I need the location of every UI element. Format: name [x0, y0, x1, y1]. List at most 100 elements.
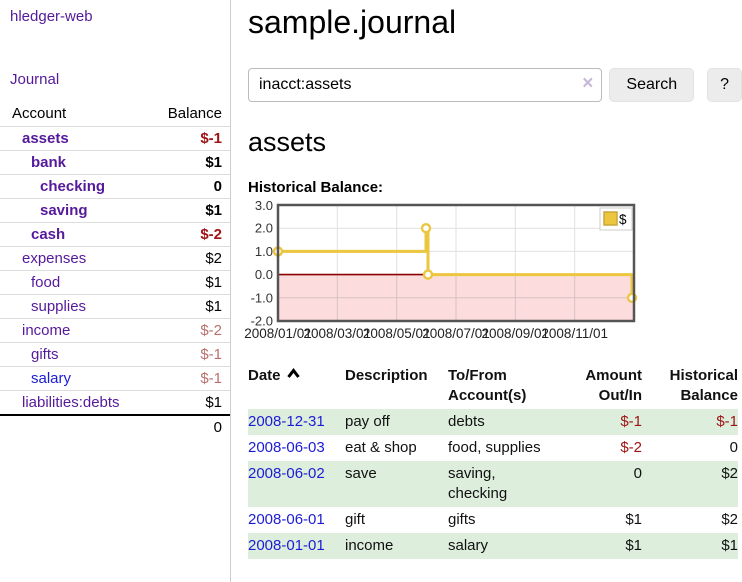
transaction-balance: 0: [729, 439, 738, 456]
account-row: saving $1: [0, 198, 230, 223]
account-balance: $2: [141, 246, 230, 271]
help-button[interactable]: ?: [707, 68, 742, 102]
account-row: supplies $1: [0, 294, 230, 319]
account-row: assets $-1: [0, 126, 230, 151]
transaction-date-link[interactable]: 2008-12-31: [248, 413, 325, 430]
register-row: 2008-12-31 pay off debts $-1 $-1: [248, 409, 738, 435]
account-balance: $1: [141, 270, 230, 295]
account-balance: $1: [141, 198, 230, 223]
account-row: gifts $-1: [0, 342, 230, 367]
description-column-header: Description: [345, 367, 428, 384]
register-table: Date Description To/From Account(s) Amou…: [248, 364, 738, 559]
transaction-balance: $1: [721, 537, 738, 554]
transaction-date-link[interactable]: 2008-06-01: [248, 511, 325, 528]
account-link-bank[interactable]: bank: [31, 154, 67, 171]
account-link-checking[interactable]: checking: [40, 178, 106, 195]
accounts-table-header: Account Balance: [0, 103, 230, 127]
svg-text:2008/09/01: 2008/09/01: [482, 326, 550, 341]
register-row: 2008-06-01 gift gifts $1 $2: [248, 507, 738, 533]
svg-text:2008/05/01: 2008/05/01: [363, 326, 431, 341]
svg-text:2.0: 2.0: [255, 221, 273, 236]
account-row: income $-2: [0, 318, 230, 343]
transaction-accounts: gifts: [448, 511, 476, 528]
page-title: sample.journal: [248, 4, 457, 40]
sort-ascending-icon: [286, 368, 300, 378]
transaction-accounts: food, supplies: [448, 439, 541, 456]
sidebar-item-journal[interactable]: Journal: [10, 71, 60, 88]
transaction-amount: $-1: [620, 413, 642, 430]
account-row: checking 0: [0, 174, 230, 199]
account-link-liabilities-debts[interactable]: liabilities:debts: [22, 394, 120, 411]
x-axis-labels: 2008/01/01 2008/03/01 2008/05/01 2008/07…: [244, 326, 608, 341]
register-row: 2008-06-02 save saving, checking 0 $2: [248, 461, 738, 507]
accounts-table: Account Balance assets $-1 bank $1 check…: [0, 103, 230, 439]
date-column-header[interactable]: Date: [248, 364, 345, 409]
transaction-balance: $-1: [716, 413, 738, 430]
account-link-food[interactable]: food: [31, 274, 61, 291]
y-axis-labels: 3.0 2.0 1.0 0.0 -1.0 -2.0: [251, 201, 273, 329]
svg-text:3.0: 3.0: [255, 201, 273, 213]
transaction-description: gift: [345, 511, 366, 528]
account-link-income[interactable]: income: [22, 322, 71, 339]
transaction-description: income: [345, 537, 394, 554]
register-header-row: Date Description To/From Account(s) Amou…: [248, 364, 738, 409]
account-balance: $-1: [141, 126, 230, 151]
transaction-date-link[interactable]: 2008-06-02: [248, 465, 325, 482]
historical-balance-chart: $ 3.0 2.0 1.0 0.0 -1.0 -2.0 2008/01/01 2…: [244, 201, 638, 341]
register-row: 2008-06-03 eat & shop food, supplies $-2…: [248, 435, 738, 461]
transaction-accounts: saving, checking: [448, 465, 508, 502]
transaction-balance: $2: [721, 511, 738, 528]
account-link-cash[interactable]: cash: [31, 226, 66, 243]
search-button[interactable]: Search: [609, 68, 695, 102]
transaction-amount: $1: [625, 511, 642, 528]
svg-text:-2.0: -2.0: [251, 314, 273, 329]
svg-text:2008/01/01: 2008/01/01: [244, 326, 312, 341]
sidebar: hledger-web Journal Account Balance asse…: [0, 0, 231, 582]
account-balance: $-2: [141, 222, 230, 247]
transaction-date-link[interactable]: 2008-01-01: [248, 537, 325, 554]
transaction-description: eat & shop: [345, 439, 417, 456]
account-link-supplies[interactable]: supplies: [31, 298, 87, 315]
legend-label: $: [619, 212, 627, 227]
account-link-assets[interactable]: assets: [22, 130, 69, 147]
brand-link[interactable]: hledger-web: [10, 8, 93, 25]
account-link-saving[interactable]: saving: [40, 202, 88, 219]
transaction-balance: $2: [721, 465, 738, 482]
account-link-expenses[interactable]: expenses: [22, 250, 87, 267]
account-link-salary[interactable]: salary: [31, 370, 72, 387]
historical-balance-label: Historical Balance:: [248, 179, 384, 196]
svg-text:2008/11/01: 2008/11/01: [541, 326, 608, 341]
main-content: sample.journal × Search ? assets Histori…: [231, 0, 742, 582]
svg-text:-1.0: -1.0: [251, 290, 273, 305]
register-row: 2008-01-01 income salary $1 $1: [248, 533, 738, 559]
transaction-amount: $1: [625, 537, 642, 554]
balance-column-header: Balance: [167, 105, 222, 122]
account-balance: $1: [141, 150, 230, 175]
account-balance: $1: [141, 294, 230, 319]
accounts-total-value: 0: [141, 414, 230, 439]
balance-column-header: Historical Balance: [669, 367, 738, 404]
transaction-date-link[interactable]: 2008-06-03: [248, 439, 325, 456]
account-row: expenses $2: [0, 246, 230, 271]
account-row: salary $-1: [0, 366, 230, 391]
account-row: bank $1: [0, 150, 230, 175]
legend-swatch: [603, 211, 618, 226]
account-balance: $-2: [141, 318, 230, 343]
account-link-gifts[interactable]: gifts: [31, 346, 59, 363]
search-form: × Search ?: [248, 68, 742, 102]
accounts-total-row: 0: [0, 414, 230, 439]
svg-text:2008/07/01: 2008/07/01: [422, 326, 490, 341]
chart-border: [276, 203, 636, 323]
account-column-header: Account: [12, 105, 67, 122]
account-balance: $-1: [141, 342, 230, 367]
clear-search-icon[interactable]: ×: [582, 73, 594, 94]
search-input[interactable]: [248, 68, 603, 102]
chart-legend: $: [599, 207, 633, 231]
transaction-description: save: [345, 465, 377, 482]
svg-text:2008/03/01: 2008/03/01: [304, 326, 372, 341]
transaction-amount: 0: [633, 465, 642, 482]
transaction-description: pay off: [345, 413, 390, 430]
svg-text:0.0: 0.0: [255, 267, 273, 282]
svg-text:1.0: 1.0: [255, 244, 273, 259]
transaction-accounts: salary: [448, 537, 489, 554]
